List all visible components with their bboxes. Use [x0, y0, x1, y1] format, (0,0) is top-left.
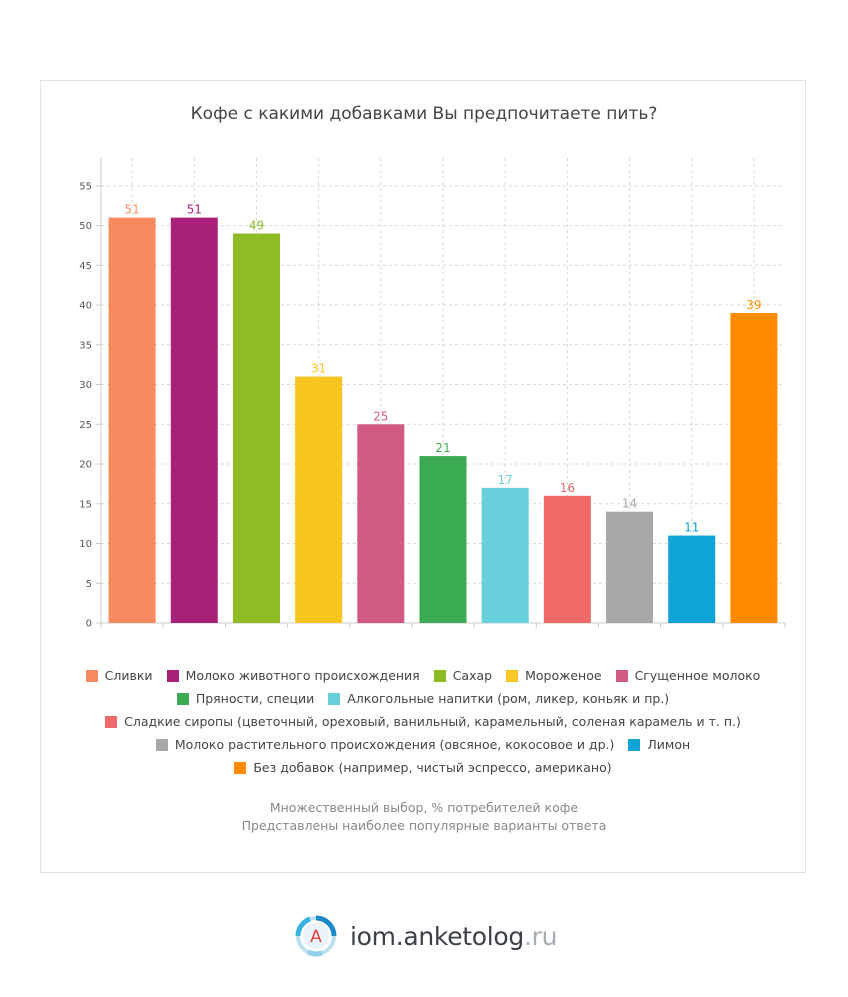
- bar-value-label: 39: [746, 298, 761, 312]
- bar-value-label: 51: [124, 203, 139, 217]
- legend-item[interactable]: Молоко растительного происхождения (овся…: [155, 737, 615, 752]
- bar-value-label: 14: [622, 497, 637, 511]
- y-tick-label: 25: [79, 420, 92, 431]
- legend-row: Молоко растительного происхождения (овся…: [40, 733, 806, 756]
- bar: [606, 511, 654, 623]
- bar-value-label: 25: [373, 409, 388, 423]
- note-line-2: Представлены наиболее популярные вариант…: [241, 818, 607, 833]
- legend-label: Сладкие сиропы (цветочный, ореховый, ван…: [124, 714, 741, 729]
- legend-label: Мороженое: [525, 668, 602, 683]
- legend-label: Сгущенное молоко: [634, 668, 761, 683]
- legend-item[interactable]: Лимон: [628, 737, 690, 752]
- bar-chart: 0 5 10 15 20 25 30 35 40 45 50 55 51 51 49 31 25 21 17 16 14…: [79, 158, 786, 630]
- legend-swatch: [615, 669, 628, 682]
- bar: [668, 535, 716, 623]
- legend-item[interactable]: Без добавок (например, чистый эспрессо, …: [234, 760, 612, 775]
- y-tick-label: 0: [86, 619, 92, 630]
- y-tick-label: 15: [79, 499, 92, 510]
- bar: [170, 217, 218, 623]
- legend-label: Молоко животного происхождения: [185, 668, 420, 683]
- legend-swatch: [155, 738, 168, 751]
- bar-value-label: 16: [560, 481, 575, 495]
- y-tick-label: 55: [79, 181, 92, 192]
- bar: [543, 495, 591, 623]
- bar-value-label: 49: [249, 219, 264, 233]
- y-tick-label: 5: [86, 579, 92, 590]
- chart-title: Кофе с какими добавками Вы предпочитаете…: [190, 104, 658, 124]
- bar-value-label: 17: [498, 473, 513, 487]
- legend-label: Молоко растительного происхождения (овся…: [174, 737, 615, 752]
- logo-letter: A: [310, 927, 322, 947]
- legend-swatch: [166, 669, 179, 682]
- bar-value-label: 11: [684, 521, 699, 535]
- bar: [481, 487, 529, 623]
- legend-swatch: [328, 692, 341, 705]
- legend-item[interactable]: Сладкие сиропы (цветочный, ореховый, ван…: [105, 714, 741, 729]
- bar-value-label: 51: [187, 203, 202, 217]
- logo-text: iom.anketolog.ru: [350, 921, 558, 951]
- legend-swatch: [433, 669, 446, 682]
- y-tick-label: 35: [79, 340, 92, 351]
- legend-swatch: [506, 669, 519, 682]
- bar: [108, 217, 156, 623]
- bar: [730, 313, 778, 623]
- legend-row: Пряности, специи Алкогольные напитки (ром…: [40, 687, 806, 710]
- legend-item[interactable]: Молоко животного происхождения: [166, 668, 420, 683]
- legend-label: Сливки: [104, 668, 153, 683]
- legend-label: Лимон: [647, 737, 691, 752]
- note-line-1: Множественный выбор, % потребителей кофе: [269, 800, 579, 815]
- legend-swatch: [628, 738, 641, 751]
- bar-value-label: 21: [435, 441, 450, 455]
- legend-item[interactable]: Алкогольные напитки (ром, ликер, коньяк …: [328, 691, 669, 706]
- anketolog-logo-icon: A: [295, 915, 337, 957]
- legend-item[interactable]: Сгущенное молоко: [615, 668, 761, 683]
- legend-label: Сахар: [452, 668, 493, 683]
- legend-row: Сладкие сиропы (цветочный, ореховый, ван…: [40, 710, 806, 733]
- bar-value-label: 31: [311, 362, 326, 376]
- legend-item[interactable]: Пряности, специи: [176, 691, 315, 706]
- legend-label: Алкогольные напитки (ром, ликер, коньяк …: [347, 691, 670, 706]
- bar: [357, 424, 405, 623]
- chart-legend: Сливки Молоко животного происхождения Саха…: [40, 664, 806, 779]
- chart-notes: Множественный выбор, % потребителей кофе…: [0, 799, 848, 835]
- legend-swatch: [176, 692, 189, 705]
- legend-swatch: [105, 715, 118, 728]
- y-tick-label: 40: [79, 301, 92, 312]
- legend-item[interactable]: Сливки: [85, 668, 153, 683]
- bar: [419, 456, 467, 623]
- legend-item[interactable]: Мороженое: [506, 668, 602, 683]
- bar: [295, 376, 343, 623]
- legend-item[interactable]: Сахар: [433, 668, 493, 683]
- y-tick-label: 45: [79, 261, 92, 272]
- y-tick-label: 10: [79, 539, 92, 550]
- legend-row: Без добавок (например, чистый эспрессо, …: [40, 756, 806, 779]
- y-tick-label: 30: [79, 380, 92, 391]
- legend-swatch: [85, 669, 98, 682]
- legend-row: Сливки Молоко животного происхождения Саха…: [40, 664, 806, 687]
- legend-swatch: [234, 761, 247, 774]
- y-tick-label: 50: [79, 221, 92, 232]
- anketolog-logo[interactable]: A iom.anketolog.ru: [292, 912, 557, 960]
- bar: [232, 233, 280, 623]
- y-tick-label: 20: [79, 460, 92, 471]
- legend-label: Пряности, специи: [195, 691, 315, 706]
- legend-label: Без добавок (например, чистый эспрессо, …: [253, 760, 612, 775]
